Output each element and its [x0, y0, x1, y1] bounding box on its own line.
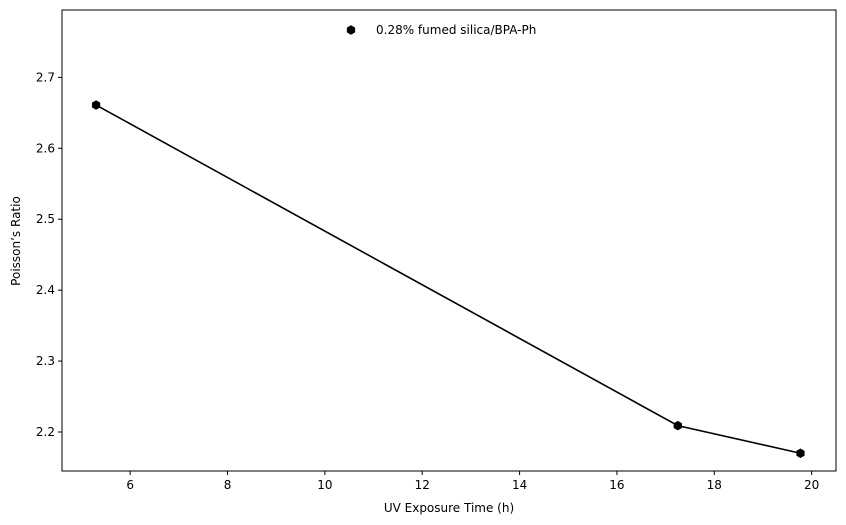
data-point — [796, 448, 805, 459]
legend-marker-hexagon — [346, 25, 356, 35]
x-tick-label: 14 — [512, 478, 527, 492]
plot-area — [62, 10, 836, 471]
x-tick-label: 10 — [317, 478, 332, 492]
y-axis-label: Poisson’s Ratio — [9, 196, 23, 286]
y-tick-label: 2.3 — [36, 354, 55, 368]
x-tick-label: 16 — [609, 478, 624, 492]
y-tick-label: 2.2 — [36, 425, 55, 439]
plot-frame — [61, 9, 837, 472]
data-point — [91, 100, 101, 110]
y-axis-ticks: 2.2 2.3 2.4 2.5 2.6 2.7 — [36, 70, 62, 439]
series-layer — [91, 100, 805, 459]
data-point — [673, 420, 682, 431]
x-tick-label: 12 — [415, 478, 430, 492]
legend-label: 0.28% fumed silica/BPA-Ph — [376, 23, 536, 37]
x-tick-label: 6 — [126, 478, 134, 492]
x-tick-label: 18 — [707, 478, 722, 492]
x-tick-label: 20 — [804, 478, 819, 492]
y-tick-label: 2.6 — [36, 141, 55, 155]
x-axis-ticks: 6 8 10 12 14 16 18 20 — [126, 471, 819, 492]
legend: 0.28% fumed silica/BPA-Ph — [346, 23, 536, 37]
legend-marker — [346, 25, 356, 35]
y-tick-label: 2.5 — [36, 212, 55, 226]
x-axis-label: UV Exposure Time (h) — [384, 501, 514, 515]
y-tick-label: 2.4 — [36, 283, 55, 297]
y-tick-label: 2.7 — [36, 70, 55, 84]
x-tick-label: 8 — [224, 478, 232, 492]
